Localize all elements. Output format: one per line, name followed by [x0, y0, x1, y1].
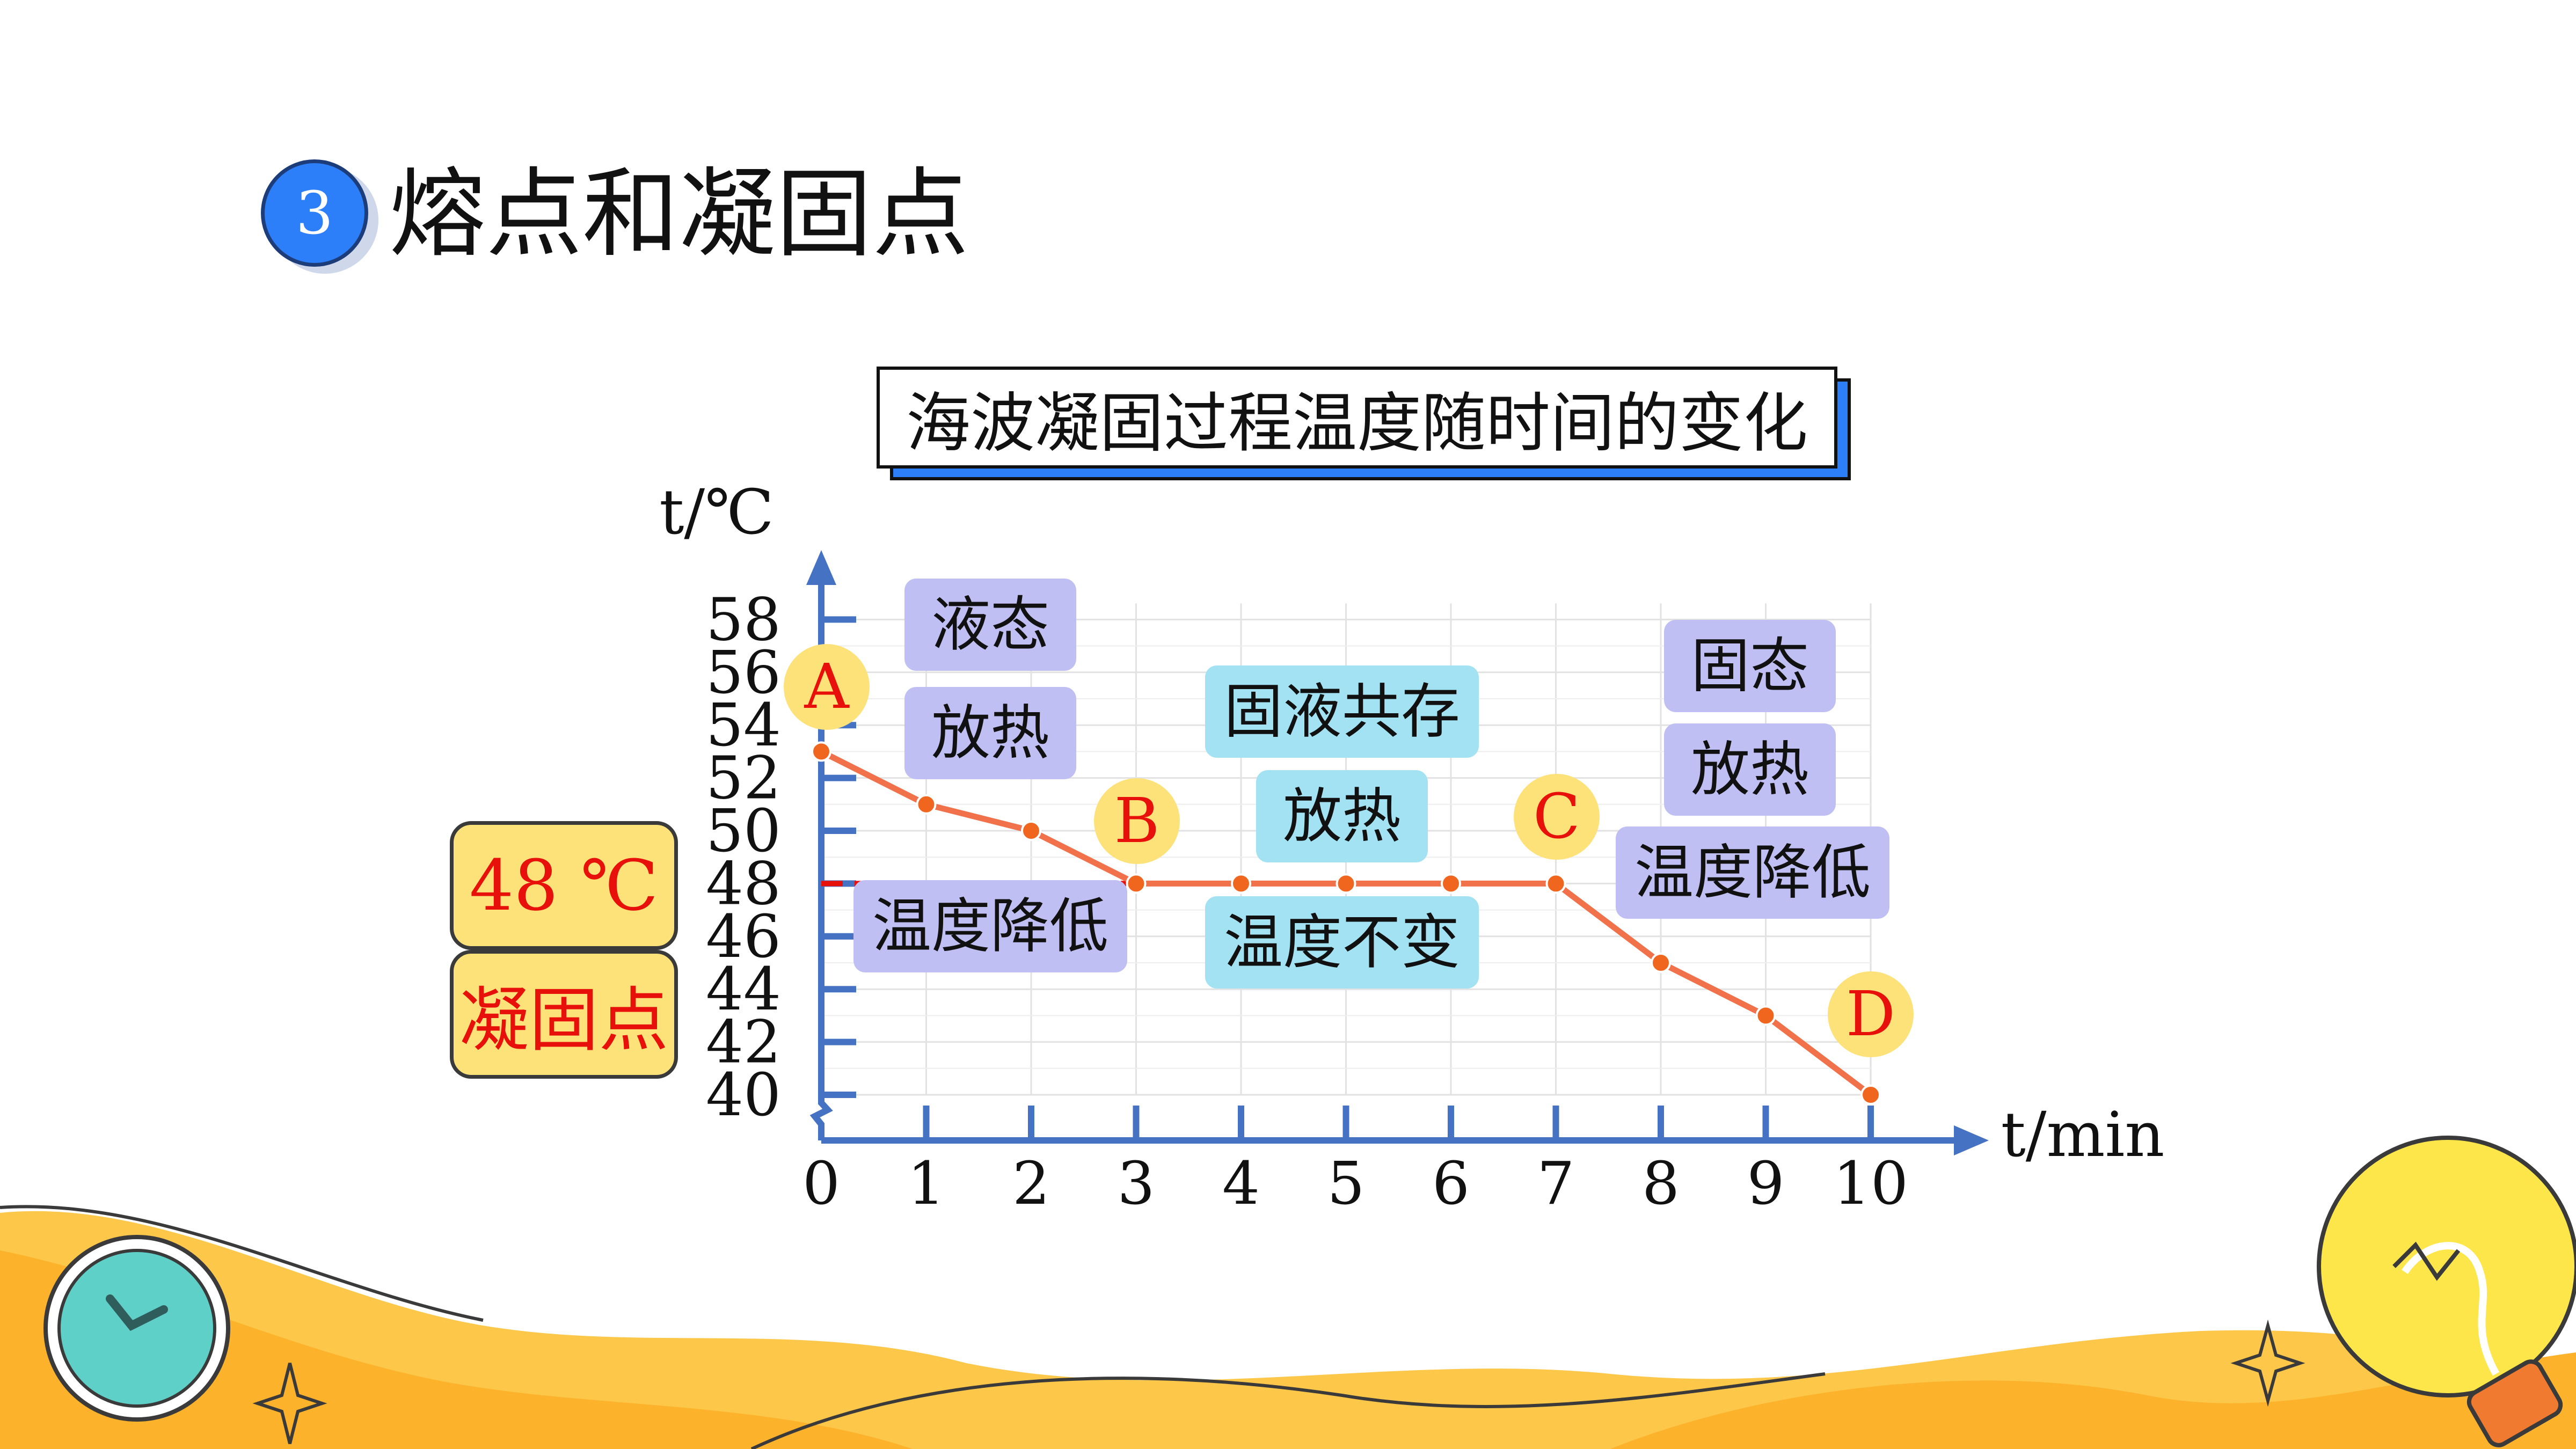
y-tick-label: 48: [706, 849, 781, 918]
point-label-badge: [784, 644, 870, 730]
x-tick-label: 1: [908, 1149, 945, 1218]
y-tick-label: 40: [706, 1060, 781, 1129]
x-tick-label: 5: [1327, 1149, 1365, 1218]
annotation-box: [1205, 665, 1479, 758]
x-axis-arrow: [1954, 1125, 1989, 1155]
annotation-box: [1664, 723, 1836, 816]
annotation-box: [1664, 620, 1836, 712]
x-tick-label: 3: [1118, 1149, 1155, 1218]
data-point: [1755, 1005, 1776, 1026]
freezing-point-note: 凝固点: [450, 950, 678, 1079]
point-label-badge: [1514, 774, 1600, 860]
section-title: 熔点和凝固点: [389, 158, 969, 270]
x-tick-label: 6: [1432, 1149, 1470, 1218]
y-tick-label: 56: [706, 638, 781, 707]
y-axis-arrow: [806, 550, 836, 585]
x-tick-label: 7: [1537, 1149, 1575, 1218]
annotation-label: 固态: [1691, 632, 1809, 700]
point-label: D: [1846, 978, 1895, 1050]
annotation-box: [904, 579, 1076, 671]
sparkle-icon-right: [2230, 1319, 2305, 1407]
annotation-label: 放热: [931, 699, 1049, 767]
data-point: [1545, 873, 1566, 894]
annotation-label: 放热: [1283, 782, 1401, 851]
y-tick-label: 42: [706, 1008, 781, 1077]
x-tick-label: 10: [1833, 1149, 1908, 1218]
annotation-label: 固液共存: [1224, 677, 1460, 746]
point-label-badge: [1094, 778, 1180, 864]
data-point: [1021, 821, 1041, 841]
bottom-wave-right: [1610, 1352, 2576, 1449]
y-tick-label: 52: [706, 744, 781, 813]
bottom-wave-front: [0, 1250, 913, 1449]
annotation-label: 温度降低: [872, 892, 1108, 961]
point-label: C: [1533, 781, 1580, 853]
lightbulb-icon: [2317, 1136, 2576, 1447]
y-tick-label: 54: [706, 691, 781, 759]
data-point: [1231, 873, 1251, 894]
y-tick-label: 44: [706, 955, 781, 1023]
point-label: A: [804, 651, 850, 723]
data-point: [1126, 873, 1147, 894]
freezing-temperature-note: 48 ℃: [450, 821, 678, 950]
bottom-wave-line-2: [0, 1205, 484, 1322]
y-tick-label: 50: [706, 796, 781, 865]
data-point: [811, 741, 831, 762]
annotation-label: 放热: [1691, 735, 1809, 804]
chart-title: 海波凝固过程温度随时间的变化: [877, 367, 1837, 469]
y-axis-line: [809, 580, 833, 1140]
point-label: B: [1114, 785, 1160, 857]
annotation-box: [1256, 770, 1428, 862]
annotation-box: [1616, 826, 1889, 919]
annotation-box: [853, 880, 1127, 972]
y-axis-label: t/℃: [659, 477, 774, 548]
x-tick-label: 4: [1222, 1149, 1260, 1218]
y-tick-label: 58: [706, 585, 781, 654]
x-tick-label: 8: [1642, 1149, 1680, 1218]
section-number-badge: 3: [261, 159, 368, 267]
annotation-label: 液态: [931, 590, 1049, 659]
point-label-badge: [1828, 971, 1914, 1057]
x-tick-label: 0: [802, 1149, 840, 1218]
x-tick-label: 9: [1747, 1149, 1785, 1218]
annotation-label: 温度不变: [1224, 908, 1460, 977]
annotation-label: 温度降低: [1634, 838, 1871, 907]
x-tick-label: 2: [1012, 1149, 1050, 1218]
data-point: [1441, 873, 1461, 894]
bottom-wave-line: [750, 1372, 1826, 1449]
data-point: [1336, 873, 1356, 894]
data-point: [916, 794, 937, 815]
sparkle-icon: [252, 1363, 327, 1444]
y-tick-label: 46: [706, 902, 781, 971]
data-point: [1651, 953, 1671, 973]
annotation-box: [904, 687, 1076, 779]
clock-icon: [43, 1235, 230, 1422]
annotation-box: [1205, 896, 1479, 989]
data-point: [1860, 1085, 1881, 1105]
x-axis-label: t/min: [2001, 1099, 2165, 1171]
